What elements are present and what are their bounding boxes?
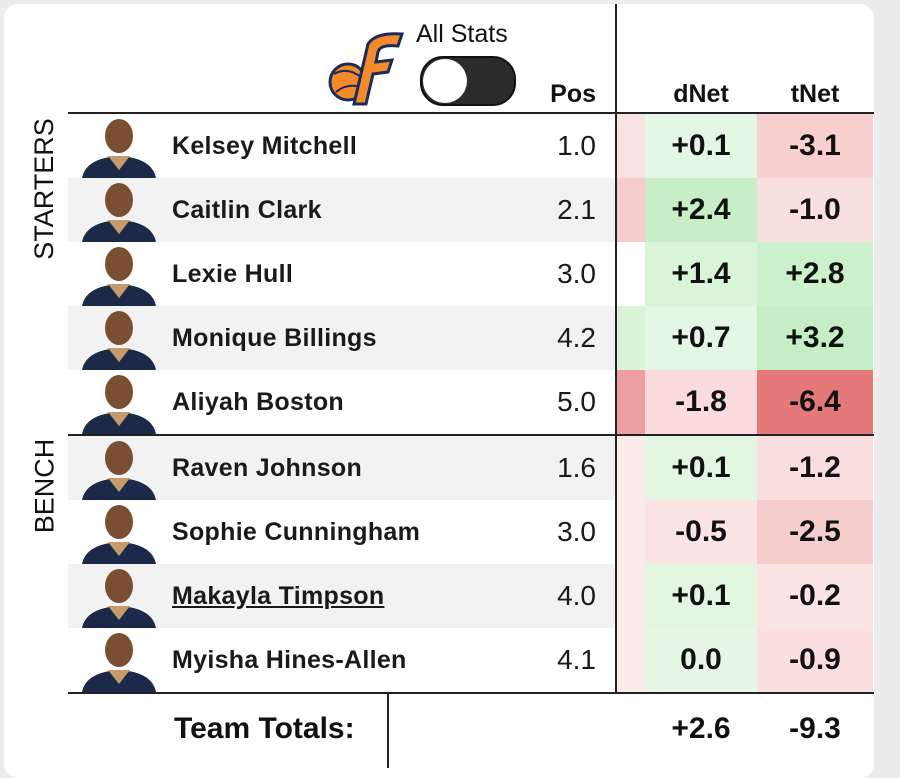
player-photo — [74, 178, 164, 242]
dnet-value: +2.4 — [645, 178, 757, 242]
team-logo — [328, 32, 405, 106]
avatar — [82, 441, 156, 500]
avatar — [82, 311, 156, 370]
tnet-value: -2.5 — [757, 500, 873, 564]
row-background — [68, 306, 616, 370]
avatar — [82, 505, 156, 564]
player-photo — [74, 306, 164, 370]
row-background — [68, 628, 616, 692]
totals-dnet: +2.6 — [671, 712, 731, 745]
position-value: 3.0 — [557, 516, 596, 547]
position-value: 1.0 — [557, 130, 596, 161]
avatar — [82, 375, 156, 434]
toggle-switch[interactable] — [420, 56, 516, 106]
row-background — [68, 178, 616, 242]
dnet-value: +0.7 — [645, 306, 757, 370]
toggle-knob — [423, 59, 467, 103]
avatar — [82, 183, 156, 242]
avatar — [82, 119, 156, 178]
partial-column-cell — [617, 628, 645, 692]
header-pos[interactable]: Pos — [550, 79, 596, 108]
row-background — [68, 436, 616, 500]
position-value: 5.0 — [557, 386, 596, 417]
tnet-value: -1.2 — [757, 436, 873, 500]
row-background — [68, 114, 616, 178]
player-photo — [74, 370, 164, 434]
player-name: Myisha Hines-Allen — [172, 645, 407, 674]
row-background — [68, 242, 616, 306]
tnet-value: +2.8 — [757, 242, 873, 306]
position-value: 4.1 — [557, 644, 596, 675]
player-photo — [74, 628, 164, 692]
totals-divider — [68, 692, 874, 694]
row-background — [68, 370, 616, 434]
totals-label: Team Totals: — [174, 712, 355, 745]
partial-column-cell — [617, 500, 645, 564]
dnet-value: 0.0 — [645, 628, 757, 692]
avatar — [82, 633, 156, 692]
frozen-divider — [615, 4, 617, 694]
player-name: Sophie Cunningham — [172, 517, 421, 546]
position-value: 3.0 — [557, 258, 596, 289]
tnet-value: -0.2 — [757, 564, 873, 628]
section-divider — [68, 434, 874, 436]
player-photo — [74, 436, 164, 500]
position-value: 2.1 — [557, 194, 596, 225]
row-background — [68, 500, 616, 564]
tnet-value: -0.9 — [757, 628, 873, 692]
tnet-value: -1.0 — [757, 178, 873, 242]
player-photo — [74, 242, 164, 306]
dnet-value: +1.4 — [645, 242, 757, 306]
dnet-value: +0.1 — [645, 436, 757, 500]
player-name: Monique Billings — [172, 323, 377, 352]
player-name: Caitlin Clark — [172, 195, 322, 224]
partial-column-cell — [617, 436, 645, 500]
dnet-value: -0.5 — [645, 500, 757, 564]
partial-column-cell — [617, 242, 645, 306]
tnet-value: +3.2 — [757, 306, 873, 370]
avatar — [82, 569, 156, 628]
dnet-value: +0.1 — [645, 114, 757, 178]
tnet-value: -3.1 — [757, 114, 873, 178]
tnet-value: -6.4 — [757, 370, 873, 434]
header-tnet[interactable]: tNet — [790, 79, 840, 108]
totals-label-divider — [387, 694, 389, 768]
dnet-value: -1.8 — [645, 370, 757, 434]
header-divider — [68, 112, 874, 114]
player-photo — [74, 564, 164, 628]
player-name: Aliyah Boston — [172, 387, 344, 416]
row-background — [68, 564, 616, 628]
totals-tnet: -9.3 — [789, 712, 841, 745]
position-value: 4.0 — [557, 580, 596, 611]
partial-column-cell — [617, 114, 645, 178]
player-name: Lexie Hull — [172, 259, 294, 288]
player-photo — [74, 114, 164, 178]
header-dnet[interactable]: dNet — [673, 79, 729, 108]
position-value: 1.6 — [557, 452, 596, 483]
partial-column-cell — [617, 306, 645, 370]
player-photo — [74, 500, 164, 564]
section-label: STARTERS — [28, 118, 59, 260]
position-value: 4.2 — [557, 322, 596, 353]
stats-card: All Stats Pos dNet tNet Kelsey Mitchell 1… — [4, 4, 874, 778]
avatar — [82, 247, 156, 306]
player-name: Raven Johnson — [172, 453, 363, 482]
player-name[interactable]: Makayla Timpson — [172, 581, 385, 610]
partial-column-cell — [617, 178, 645, 242]
partial-column-cell — [617, 370, 645, 434]
section-label: BENCH — [28, 438, 59, 533]
dnet-value: +0.1 — [645, 564, 757, 628]
partial-column-cell — [617, 564, 645, 628]
player-name: Kelsey Mitchell — [172, 131, 358, 160]
toggle-label: All Stats — [416, 20, 508, 48]
